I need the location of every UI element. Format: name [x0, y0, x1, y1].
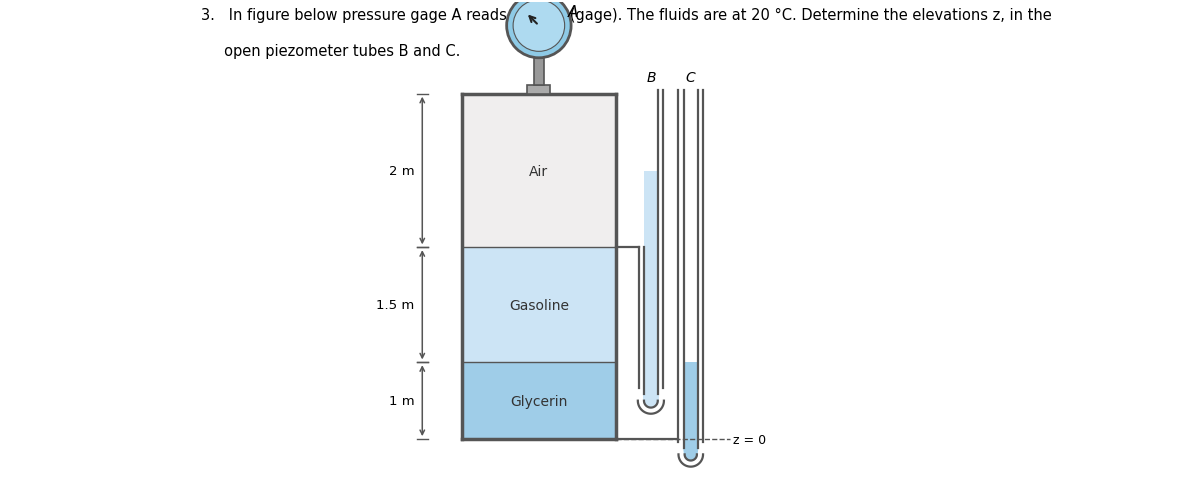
Bar [644, 171, 658, 401]
Text: A: A [568, 5, 578, 20]
Bar [684, 363, 697, 439]
Bar [534, 59, 545, 86]
Text: open piezometer tubes B and C.: open piezometer tubes B and C. [200, 44, 460, 59]
Text: z = 0: z = 0 [733, 433, 766, 446]
Polygon shape [644, 394, 658, 408]
Bar [644, 248, 658, 394]
Bar [462, 248, 616, 363]
Bar [527, 86, 551, 95]
Polygon shape [684, 439, 697, 461]
Text: Air: Air [529, 164, 548, 178]
Text: Glycerin: Glycerin [510, 394, 568, 408]
Text: C: C [686, 71, 696, 85]
Circle shape [514, 1, 565, 52]
Text: 2 m: 2 m [389, 165, 415, 178]
Text: 3.   In figure below pressure gage A reads 1.5 kPa (gage). The fluids are at 20 : 3. In figure below pressure gage A reads… [200, 8, 1051, 23]
Text: 1.5 m: 1.5 m [377, 299, 415, 312]
Text: 1 m: 1 m [389, 394, 415, 408]
Circle shape [506, 0, 571, 59]
Bar [462, 95, 616, 248]
Bar [462, 363, 616, 439]
Text: B: B [646, 71, 655, 85]
Text: Gasoline: Gasoline [509, 298, 569, 312]
